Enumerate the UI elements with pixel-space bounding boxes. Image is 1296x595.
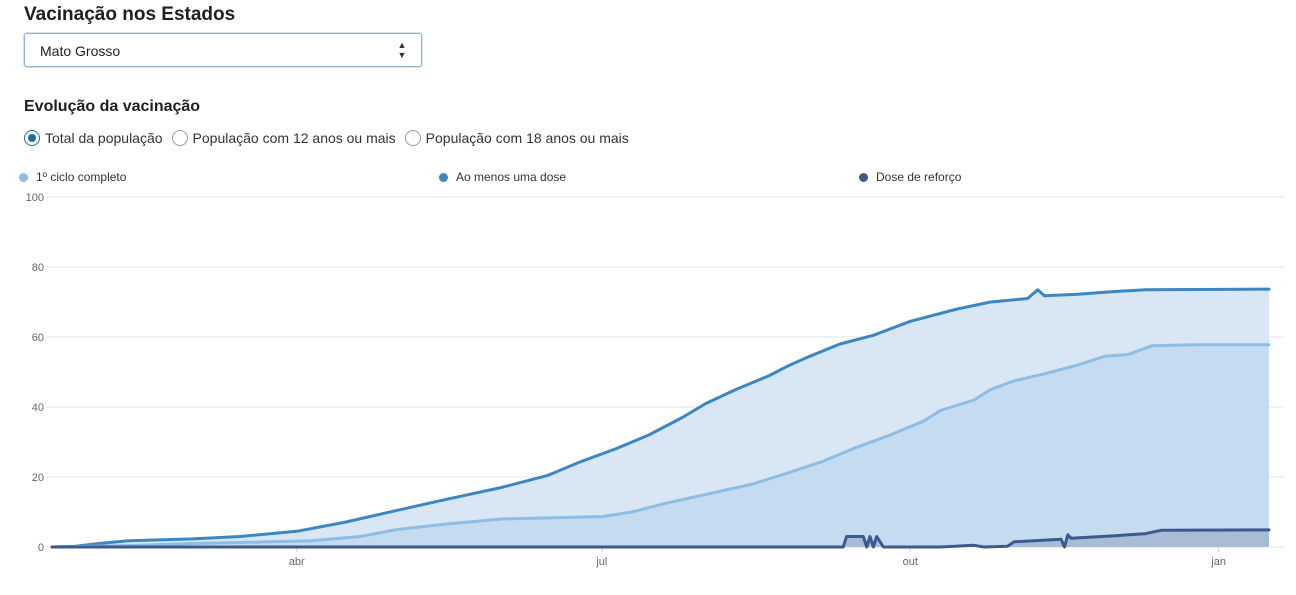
legend-item-one-dose[interactable]: Ao menos uma dose: [439, 170, 566, 184]
chart-legend: 1º ciclo completo Ao menos uma dose Dose…: [0, 170, 1296, 186]
y-tick-label: 60: [32, 332, 44, 344]
legend-item-first-cycle[interactable]: 1º ciclo completo: [19, 170, 126, 184]
area-booster: [52, 529, 1269, 547]
area-first-cycle: [52, 344, 1269, 547]
radio-label: População com 18 anos ou mais: [425, 130, 629, 146]
state-select-value: Mato Grosso: [40, 43, 121, 59]
y-tick-label: 80: [32, 262, 44, 274]
radio-option-12-plus[interactable]: População com 12 anos ou mais: [171, 130, 396, 146]
x-tick-label: jan: [1210, 556, 1226, 568]
population-filter: Total da população População com 12 anos…: [24, 130, 638, 146]
legend-label: Ao menos uma dose: [456, 170, 567, 184]
y-tick-label: 0: [38, 542, 44, 554]
legend-item-booster[interactable]: Dose de reforço: [859, 170, 961, 184]
series-line-booster: [50, 528, 1271, 549]
y-tick-label: 100: [26, 192, 44, 204]
radio-option-18-plus[interactable]: População com 18 anos ou mais: [404, 130, 629, 146]
legend-dot-icon: [859, 172, 868, 182]
state-select[interactable]: Mato Grosso ▲ ▼: [24, 33, 422, 67]
radio-button-checked[interactable]: [24, 130, 40, 146]
x-tick-label: jul: [595, 556, 607, 568]
y-tick-label: 20: [32, 472, 44, 484]
radio-option-total[interactable]: Total da população: [24, 130, 163, 146]
y-tick-label: 40: [32, 402, 44, 414]
legend-label: 1º ciclo completo: [36, 170, 127, 184]
legend-dot-icon: [19, 172, 28, 182]
x-tick-label: abr: [289, 556, 305, 568]
x-tick-label: out: [903, 556, 918, 568]
select-arrows-icon: ▲ ▼: [397, 40, 407, 60]
radio-button[interactable]: [171, 130, 188, 146]
radio-button[interactable]: [404, 130, 421, 146]
legend-dot-icon: [439, 172, 448, 182]
series-line-one-dose: [50, 287, 1271, 549]
radio-label: Total da população: [45, 130, 163, 146]
section-title: Evolução da vacinação: [24, 98, 201, 115]
vaccination-area-chart: 0 20 40 60 80 100 abr jul out jan: [26, 192, 1284, 568]
radio-label: População com 12 anos ou mais: [192, 130, 396, 146]
series-line-first-cycle: [50, 343, 1271, 549]
legend-label: Dose de reforço: [876, 170, 962, 184]
page-title: Vacinação nos Estados: [24, 4, 236, 25]
